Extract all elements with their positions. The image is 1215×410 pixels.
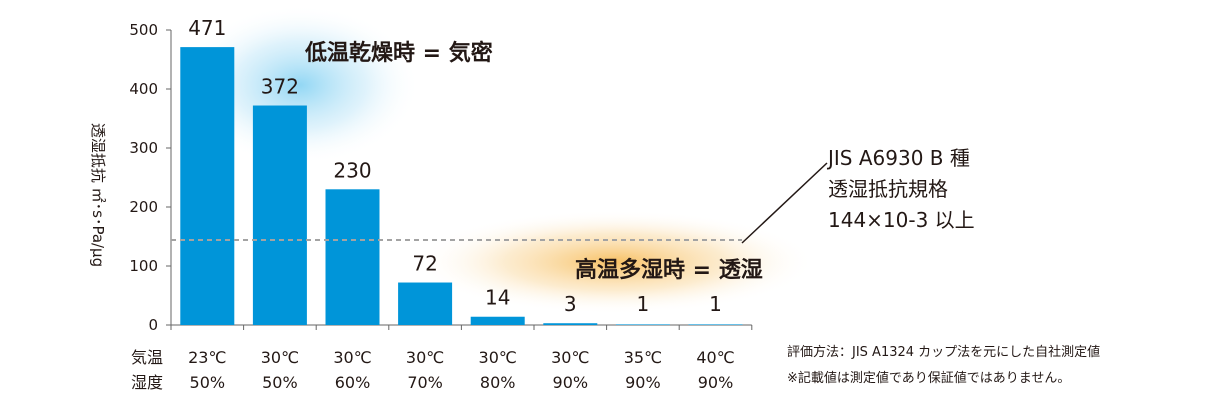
x-tick-label-humidity: 90%	[698, 373, 734, 392]
y-tick-label: 300	[129, 139, 158, 157]
annotation-dry: 低温乾燥時 = 気密	[304, 40, 493, 66]
y-axis-label: 透湿抵抗 ㎡･s･Pa/μg	[89, 123, 107, 267]
row-label-temperature: 気温	[131, 348, 163, 367]
x-tick-label-temperature: 30℃	[406, 348, 444, 367]
x-tick-label-temperature: 30℃	[479, 348, 517, 367]
bar	[252, 105, 307, 326]
bar	[615, 324, 670, 325]
x-tick-label-temperature: 30℃	[333, 348, 371, 367]
data-label: 14	[485, 286, 510, 310]
x-tick-label-temperature: 30℃	[551, 348, 589, 367]
spec-label: JIS A6930 B 種 透湿抵抗規格 144×10-3 以上	[828, 143, 975, 236]
data-label: 3	[564, 292, 577, 316]
spec-line: JIS A6930 B 種	[828, 146, 970, 170]
x-tick-label-humidity: 50%	[262, 373, 298, 392]
bar	[398, 282, 453, 325]
data-label: 1	[637, 292, 650, 316]
bar	[688, 324, 743, 325]
x-tick-label-humidity: 90%	[625, 373, 661, 392]
bar	[325, 189, 380, 325]
x-tick-label-temperature: 40℃	[696, 348, 734, 367]
x-tick-label-temperature: 35℃	[624, 348, 662, 367]
data-label: 372	[261, 75, 299, 99]
data-label: 72	[412, 252, 437, 276]
x-tick-label-humidity: 80%	[480, 373, 516, 392]
bar	[180, 47, 235, 326]
data-label: 230	[333, 158, 371, 182]
annotation-humid: 高温多湿時 = 透湿	[575, 257, 763, 283]
y-tick-label: 200	[129, 198, 158, 216]
spec-line: 透湿抵抗規格	[828, 177, 948, 201]
data-label: 1	[709, 292, 722, 316]
x-tick-label-humidity: 50%	[190, 373, 226, 392]
x-tick-label-temperature: 30℃	[261, 348, 299, 367]
spec-line: 144×10-3 以上	[828, 208, 975, 232]
disclaimer-note: ※記載値は測定値であり保証値ではありません。	[787, 371, 1071, 386]
bar	[470, 316, 525, 325]
y-tick-label: 500	[129, 21, 158, 39]
method-note: 評価方法：JIS A1324 カップ法を元にした自社測定値	[787, 345, 1101, 360]
x-tick-label-humidity: 70%	[407, 373, 443, 392]
data-label: 471	[188, 16, 226, 40]
y-tick-label: 400	[129, 80, 158, 98]
reference-leader-line	[741, 162, 828, 244]
row-label-humidity: 湿度	[131, 373, 163, 392]
humid-glow	[415, 210, 815, 314]
bar	[543, 323, 598, 325]
dry-glow	[180, 5, 420, 165]
x-tick-label-temperature: 23℃	[188, 348, 226, 367]
x-tick-label-humidity: 90%	[553, 373, 589, 392]
x-tick-label-humidity: 60%	[335, 373, 371, 392]
y-tick-label: 0	[148, 316, 158, 334]
y-tick-label: 100	[129, 257, 158, 275]
